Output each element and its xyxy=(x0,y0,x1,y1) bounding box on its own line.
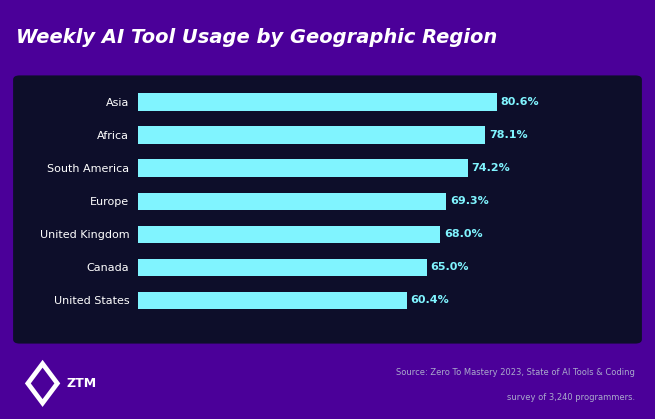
Text: 65.0%: 65.0% xyxy=(430,262,469,272)
Bar xyxy=(138,192,446,210)
Bar xyxy=(138,225,440,243)
Bar xyxy=(138,259,427,276)
Text: ZTM: ZTM xyxy=(66,377,96,390)
Bar xyxy=(138,93,496,111)
Polygon shape xyxy=(31,368,54,399)
Text: survey of 3,240 programmers.: survey of 3,240 programmers. xyxy=(507,393,635,402)
Text: Weekly AI Tool Usage by Geographic Region: Weekly AI Tool Usage by Geographic Regio… xyxy=(16,28,498,47)
Text: 78.1%: 78.1% xyxy=(489,130,527,140)
Polygon shape xyxy=(25,360,60,407)
FancyBboxPatch shape xyxy=(13,75,642,344)
Text: 80.6%: 80.6% xyxy=(500,97,538,107)
Text: 69.3%: 69.3% xyxy=(450,196,489,206)
Bar xyxy=(138,292,407,309)
Text: Source: Zero To Mastery 2023, State of AI Tools & Coding: Source: Zero To Mastery 2023, State of A… xyxy=(396,368,635,377)
Text: 60.4%: 60.4% xyxy=(410,295,449,305)
Text: 74.2%: 74.2% xyxy=(472,163,510,173)
Bar xyxy=(138,127,485,144)
Bar xyxy=(138,160,468,177)
Text: 68.0%: 68.0% xyxy=(444,229,483,239)
